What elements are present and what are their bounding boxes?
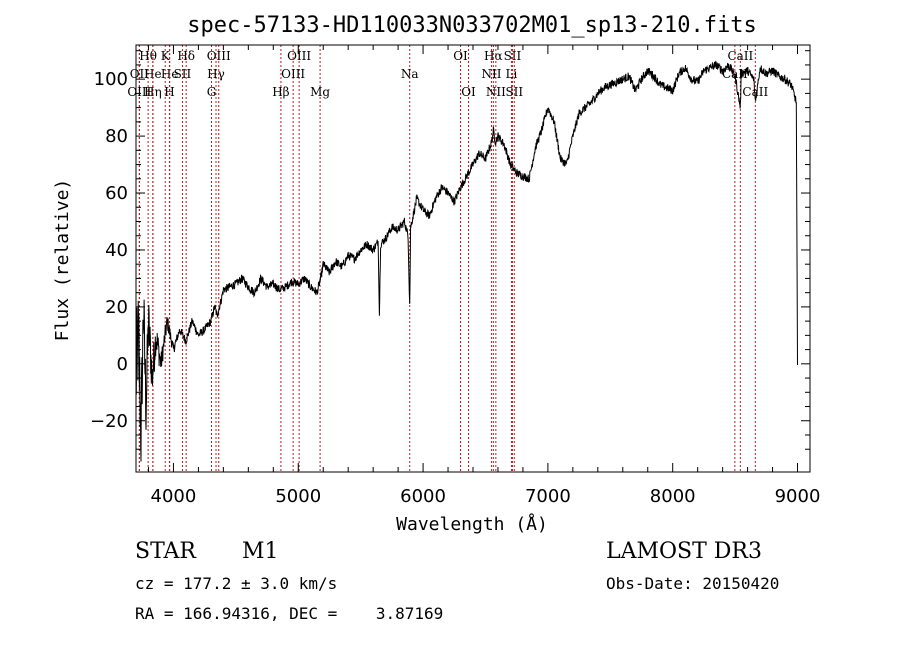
axis-ticks: 4000 5000 6000 7000 8000 9000 −20 0 20 40 60 80 100 xyxy=(90,45,820,507)
spectral-line-label: NII xyxy=(486,85,506,99)
y-tick-label: 0 xyxy=(117,354,128,375)
spectral-line-label: Hη xyxy=(144,85,162,99)
observation-date: Obs-Date: 20150420 xyxy=(606,574,780,593)
x-tick-label: 9000 xyxy=(775,486,821,507)
plot-area xyxy=(135,60,798,462)
spectral-line-label: Hγ xyxy=(207,67,225,81)
spectral-line-label: Hδ xyxy=(177,49,195,63)
y-tick-label: 40 xyxy=(105,240,128,261)
spectral-line-label: G xyxy=(207,85,217,99)
object-class: STAR xyxy=(135,539,196,564)
spectral-line-label: H xyxy=(164,85,174,99)
chart-title: spec-57133-HD110033N033702M01_sp13-210.f… xyxy=(187,13,757,38)
survey-name: LAMOST DR3 xyxy=(606,539,762,564)
spectral-line-label: CaII xyxy=(742,85,768,99)
spectral-line-label: OI xyxy=(453,49,468,63)
spectral-line-label: Hθ xyxy=(139,49,157,63)
spectral-line-label: Hα xyxy=(484,49,503,63)
x-tick-label: 5000 xyxy=(275,486,321,507)
spectral-line-label: OIII xyxy=(207,49,231,63)
spectral-line-label: SII xyxy=(174,67,192,81)
y-axis-label: Flux (relative) xyxy=(52,179,73,342)
ra-dec-coordinates: RA = 166.94316, DEC = 3.87169 xyxy=(135,604,444,623)
spectral-line-label: K xyxy=(161,49,171,63)
spectral-line-label: OI xyxy=(461,85,476,99)
spectral-line-label: Li xyxy=(506,67,518,81)
spectrum-series-line xyxy=(135,60,798,462)
x-tick-label: 4000 xyxy=(151,486,197,507)
x-tick-label: 8000 xyxy=(650,486,696,507)
plot-frame xyxy=(135,44,811,473)
y-tick-label: 100 xyxy=(94,69,128,90)
spectral-line-label: SII xyxy=(504,49,522,63)
redshift-velocity: cz = 177.2 ± 3.0 km/s xyxy=(135,574,338,593)
y-tick-label: 80 xyxy=(105,126,128,147)
spectral-line-label: OIII xyxy=(287,49,311,63)
x-axis-label: Wavelength (Å) xyxy=(396,513,548,535)
y-tick-label: −20 xyxy=(90,411,128,432)
y-tick-label: 60 xyxy=(105,183,128,204)
spectral-line-label: Na xyxy=(401,67,419,81)
spectral-line-label: Hβ xyxy=(272,85,289,99)
y-tick-label: 20 xyxy=(105,297,128,318)
spectral-line-label: OIII xyxy=(281,67,305,81)
x-tick-label: 6000 xyxy=(400,486,446,507)
spectral-line-label: CaII xyxy=(727,49,753,63)
object-subclass: M1 xyxy=(242,539,279,564)
spectral-line-label: Mg xyxy=(310,85,330,99)
spectral-line-label: OIII xyxy=(127,85,151,99)
spectral-line-label: NII xyxy=(481,67,501,81)
spectral-line-label: SII xyxy=(505,85,523,99)
x-tick-label: 7000 xyxy=(525,486,571,507)
